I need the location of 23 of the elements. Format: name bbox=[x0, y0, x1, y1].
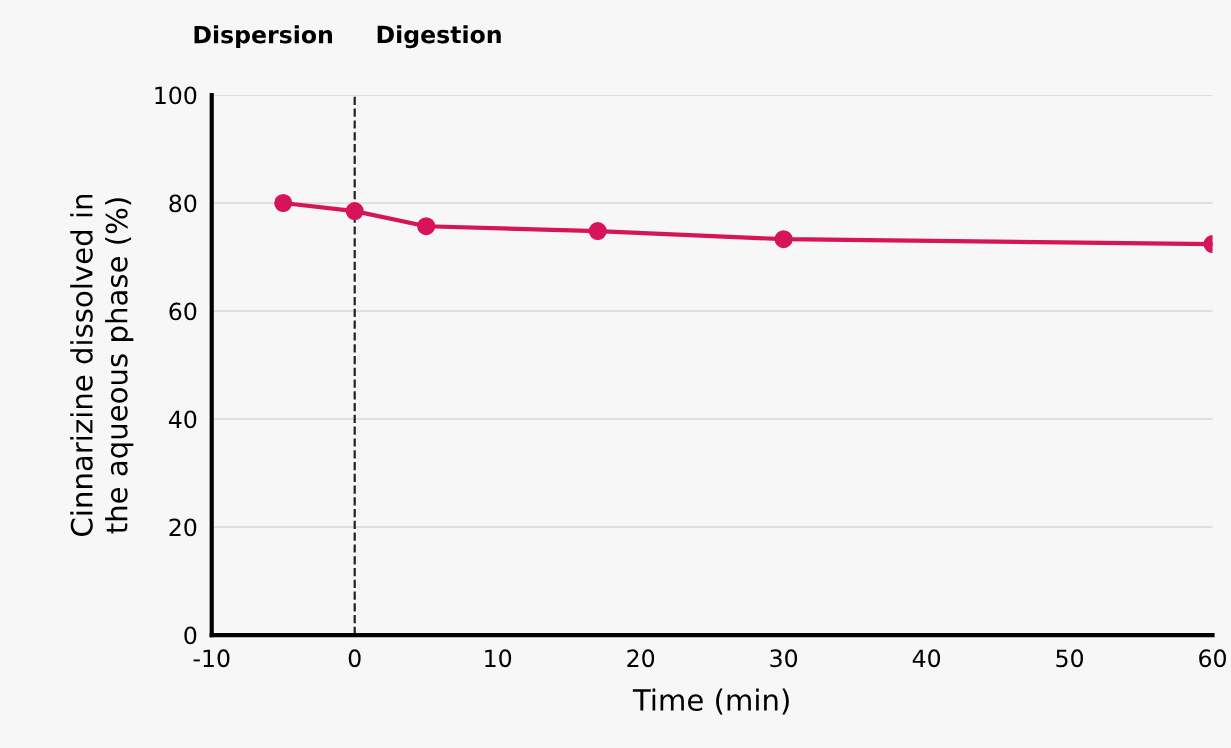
x-tick-label: 20 bbox=[627, 649, 655, 668]
x-tick-label: 50 bbox=[1056, 649, 1084, 668]
y-tick-label: 20 bbox=[169, 518, 197, 537]
point bbox=[774, 230, 793, 249]
point bbox=[588, 222, 607, 241]
text: Digestion bbox=[377, 25, 501, 49]
y-tick-label: 60 bbox=[169, 302, 197, 321]
x-tick-label: -10 bbox=[193, 649, 230, 668]
y-tick-label: 40 bbox=[168, 410, 197, 429]
x-tick-label: 10 bbox=[485, 649, 512, 668]
y-tick-label: 80 bbox=[169, 194, 197, 213]
y-tick-label: 0 bbox=[184, 626, 197, 645]
y-axis-title: Cinnarizine dissolved in the aqueous phase (%) bbox=[70, 194, 134, 536]
point bbox=[417, 217, 436, 236]
x-tick-label: 40 bbox=[912, 649, 941, 668]
y-tick-label: 100 bbox=[155, 86, 197, 105]
point bbox=[345, 202, 364, 221]
text: Dispersion bbox=[194, 25, 333, 49]
point bbox=[274, 193, 293, 213]
x-tick-label: 60 bbox=[1199, 649, 1226, 668]
x-tick-label: 30 bbox=[770, 649, 798, 668]
x-tick-label: 0 bbox=[348, 649, 361, 668]
x-axis-title: Time (min) bbox=[632, 688, 789, 715]
